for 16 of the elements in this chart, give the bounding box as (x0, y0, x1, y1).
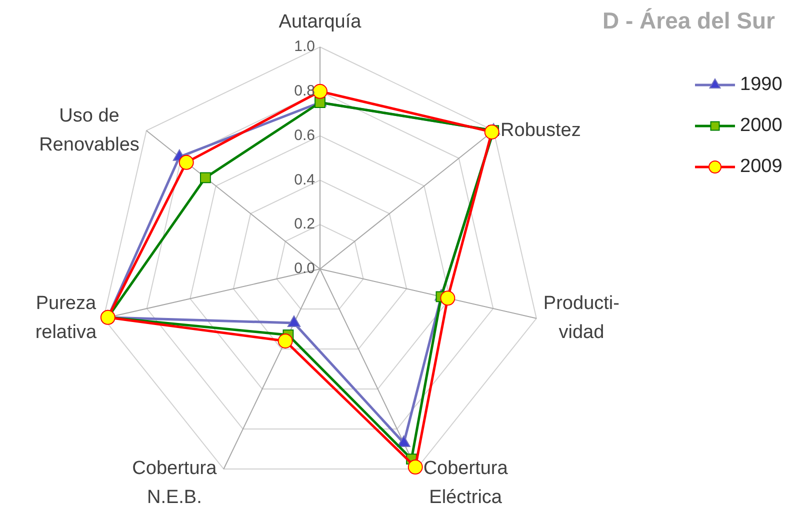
legend-label: 2009 (740, 156, 782, 178)
spoke-label: Autarquía (278, 12, 362, 33)
spoke-label: Robustez (500, 120, 581, 141)
y-tick-label: 0.0 (294, 260, 315, 278)
legend-label: 1990 (740, 74, 782, 96)
spoke-label: Uso de Renovables (39, 105, 140, 156)
legend-label: 2000 (740, 115, 782, 136)
spoke-label: Cobertura N.E.B. (132, 458, 218, 506)
spoke-label: Pureza relativa (35, 293, 97, 344)
spoke-label: Producti-vidad (543, 293, 620, 344)
y-tick-label: 0.4 (294, 171, 315, 188)
chart-title: D - Área del Sur (602, 7, 776, 34)
y-tick-label: 0.6 (294, 126, 315, 144)
y-tick-label: 0.2 (294, 216, 315, 233)
spoke-label: Cobertura Eléctrica (423, 458, 508, 506)
y-tick-label: 1.0 (294, 38, 315, 56)
